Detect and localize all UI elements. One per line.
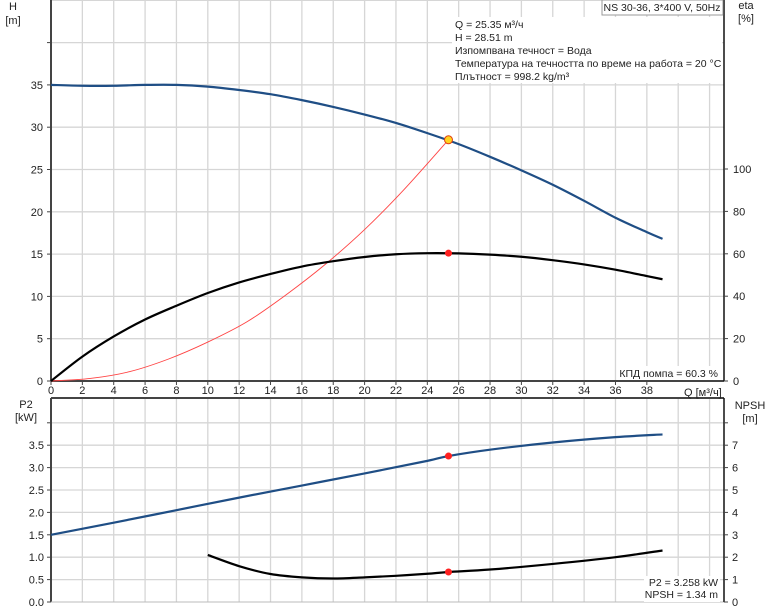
efficiency-label: КПД помпа = 60.3 % (619, 368, 718, 380)
h-tick-label: 0 (37, 376, 43, 388)
top-right-axis-unit: [%] (738, 13, 754, 25)
x-tick-label: 30 (515, 385, 527, 397)
bottom-chart-grid (51, 398, 724, 602)
p2-tick-label: 0.5 (29, 575, 44, 587)
h-tick-label: 5 (37, 334, 43, 346)
duty-point-power (444, 452, 452, 460)
npsh-tick-label: 5 (732, 485, 738, 497)
h-tick-label: 25 (31, 165, 43, 177)
system-curve (50, 139, 449, 382)
h-tick-label: 20 (31, 207, 43, 219)
bottom-right-axis-title: NPSH (735, 400, 766, 412)
duty-point-head (443, 135, 453, 145)
eta-tick-label: 20 (733, 334, 745, 346)
power-curve (50, 433, 663, 536)
top-right-axis-title: eta (738, 0, 754, 12)
eta-tick-label: 60 (733, 249, 745, 261)
x-tick-label: 22 (390, 385, 402, 397)
info-temperature: Температура на течността по време на раб… (455, 58, 722, 70)
x-tick-label: 28 (484, 385, 496, 397)
bottom-left-axis-unit: [kW] (15, 412, 37, 424)
npsh-curve (207, 549, 663, 580)
duty-point-efficiency (444, 249, 452, 257)
x-tick-label: 4 (111, 385, 117, 397)
axis-ticks: 0 2 4 6 8 10 12 14 16 18 20 22 24 26 28 30 32 34 36 3805101… (29, 42, 751, 609)
info-liquid: Изпомпвана течност = Вода (455, 45, 592, 57)
x-tick-label: 10 (202, 385, 214, 397)
p2-tick-label: 1.0 (29, 552, 44, 564)
bottom-right-axis-unit: [m] (742, 413, 757, 425)
x-tick-label: 36 (609, 385, 621, 397)
p2-tick-label: 2.5 (29, 485, 44, 497)
chart-axes (50, 0, 725, 603)
p2-tick-label: 1.5 (29, 530, 44, 542)
h-tick-label: 15 (31, 249, 43, 261)
top-left-axis-title: H (9, 1, 17, 13)
npsh-tick-label: 1 (732, 575, 738, 587)
x-tick-label: 6 (142, 385, 148, 397)
x-tick-label: 26 (453, 385, 465, 397)
x-tick-label: 38 (641, 385, 653, 397)
duty-point-npsh (444, 568, 452, 576)
h-tick-label: 35 (31, 80, 43, 92)
p2-tick-label: 2.0 (29, 507, 44, 519)
efficiency-curve (50, 252, 663, 382)
x-axis-label: Q [м³/ч] (684, 387, 722, 399)
duty-info-block: Q = 25.35 м³/ч H = 28.51 m Изпомпвана те… (452, 17, 722, 83)
eta-tick-label: 100 (733, 164, 751, 176)
duty-points (443, 135, 453, 576)
x-tick-label: 2 (79, 385, 85, 397)
bottom-info-bg (644, 576, 720, 602)
p2-tick-label: 0.0 (29, 597, 44, 609)
top-left-axis-unit: [m] (5, 15, 20, 27)
h-tick-label: 10 (31, 291, 43, 303)
p2-tick-label: 3.5 (29, 440, 44, 452)
npsh-tick-label: 3 (732, 530, 738, 542)
eta-tick-label: 40 (733, 291, 745, 303)
npsh-tick-label: 0 (732, 597, 738, 609)
x-tick-label: 24 (421, 385, 433, 397)
curves (50, 83, 663, 580)
x-tick-label: 14 (264, 385, 276, 397)
x-tick-label: 12 (233, 385, 245, 397)
npsh-tick-label: 7 (732, 440, 738, 452)
npsh-tick-label: 2 (732, 552, 738, 564)
x-tick-label: 0 (48, 385, 54, 397)
h-tick-label: 30 (31, 122, 43, 134)
x-tick-label: 8 (173, 385, 179, 397)
bottom-info-p2: P2 = 3.258 kW (649, 577, 718, 589)
info-h: H = 28.51 m (455, 32, 513, 44)
efficiency-label-bg (620, 366, 720, 380)
x-tick-label: 16 (296, 385, 308, 397)
head-curve (50, 83, 663, 240)
info-q: Q = 25.35 м³/ч (455, 19, 523, 31)
bottom-left-axis-title: P2 (19, 399, 32, 411)
info-density: Плътност = 998.2 kg/m³ (455, 71, 570, 83)
npsh-tick-label: 4 (732, 507, 738, 519)
x-tick-label: 34 (578, 385, 590, 397)
pump-title-box (601, 0, 724, 16)
npsh-tick-label: 6 (732, 463, 738, 475)
x-tick-label: 20 (358, 385, 370, 397)
eta-tick-label: 0 (733, 376, 739, 388)
eta-tick-label: 80 (733, 206, 745, 218)
x-tick-label: 18 (327, 385, 339, 397)
bottom-info-npsh: NPSH = 1.34 m (645, 589, 718, 601)
p2-tick-label: 3.0 (29, 463, 44, 475)
x-tick-label: 32 (547, 385, 559, 397)
pump-title: NS 30-36, 3*400 V, 50Hz (604, 2, 721, 14)
